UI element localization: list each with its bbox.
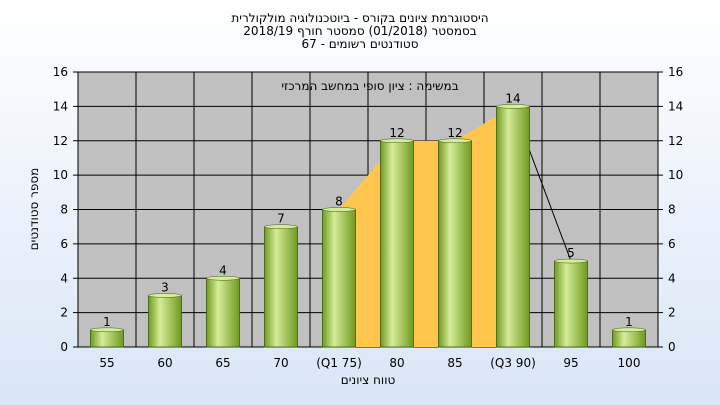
- y-tick-left: 10: [53, 168, 68, 182]
- y-axis-right: 0 2 4 6 8 10 12 14 16: [658, 65, 683, 354]
- chart-title: היסטוגרמת ציונים בקורס - ביוטכנולוגיה מו…: [231, 11, 488, 51]
- bar-top: [322, 207, 356, 212]
- data-label: 7: [277, 212, 285, 226]
- bar: [206, 277, 240, 348]
- x-tick-label: 100: [618, 356, 641, 370]
- data-label: 5: [567, 246, 575, 260]
- x-tick-label: 95: [563, 356, 578, 370]
- bar-top: [148, 293, 182, 298]
- bar-top: [206, 276, 240, 281]
- bar: [264, 226, 298, 348]
- bar: [554, 260, 588, 348]
- y-tick-right: 8: [668, 203, 676, 217]
- data-label: 12: [447, 126, 462, 140]
- y-tick-left: 6: [60, 237, 68, 251]
- data-label: 1: [103, 315, 111, 329]
- y-tick-left: 16: [53, 65, 68, 79]
- data-label: 8: [335, 195, 343, 209]
- chart-title-line: סטודנטים רשומים - 67: [301, 37, 418, 51]
- y-tick-right: 6: [668, 237, 676, 251]
- data-label: 12: [389, 126, 404, 140]
- bar: [496, 105, 530, 348]
- data-label: 1: [625, 315, 633, 329]
- bar-top: [496, 104, 530, 109]
- x-tick-label: 55: [99, 356, 114, 370]
- bars: 1 3 4 7 8 12 12 14 5 1: [90, 91, 646, 348]
- y-tick-right: 12: [668, 134, 683, 148]
- x-tick-label: (Q3 90): [490, 356, 536, 370]
- bar: [322, 209, 356, 348]
- x-tick-label: 70: [273, 356, 288, 370]
- y-tick-right: 4: [668, 271, 676, 285]
- y-tick-left: 12: [53, 134, 68, 148]
- x-tick-label: (Q1 75): [316, 356, 362, 370]
- chart-title-line: בסמסטר (01/2018) סמסטר חורף 2018/19: [243, 24, 476, 38]
- x-tick-label: 65: [215, 356, 230, 370]
- y-tick-right: 2: [668, 306, 676, 320]
- y-tick-right: 10: [668, 168, 683, 182]
- y-axis-label: מספר סטודנטים: [27, 168, 41, 251]
- data-label: 4: [219, 263, 227, 277]
- bar: [380, 140, 414, 348]
- data-label: 14: [505, 91, 520, 105]
- x-axis: 55 60 65 70 (Q1 75) 80 85 (Q3 90) 95 100: [99, 356, 640, 370]
- chart-title-line: היסטוגרמת ציונים בקורס - ביוטכנולוגיה מו…: [231, 11, 488, 25]
- data-label: 3: [161, 280, 169, 294]
- x-axis-label: טווח ציונים: [341, 373, 396, 387]
- x-tick-label: 80: [389, 356, 404, 370]
- chart-annotation: במשימה : ציון סופי במחשב המרכזי: [281, 79, 458, 93]
- y-tick-left: 14: [53, 99, 68, 113]
- y-tick-right: 16: [668, 65, 683, 79]
- bar: [438, 140, 472, 348]
- bar: [148, 295, 182, 348]
- bar-top: [612, 327, 646, 333]
- y-tick-left: 8: [60, 203, 68, 217]
- bar-top: [554, 258, 588, 264]
- y-tick-right: 14: [668, 99, 683, 113]
- y-tick-left: 2: [60, 306, 68, 320]
- bar: [90, 329, 124, 348]
- y-tick-right: 0: [668, 340, 676, 354]
- y-axis-left: 0 2 4 6 8 10 12 14 16: [53, 65, 78, 354]
- bar-top: [438, 138, 472, 143]
- y-tick-left: 0: [60, 340, 68, 354]
- y-tick-left: 4: [60, 271, 68, 285]
- x-tick-label: 85: [447, 356, 462, 370]
- bar-top: [380, 138, 414, 143]
- x-tick-label: 60: [157, 356, 172, 370]
- bar-top: [264, 224, 298, 229]
- bar: [612, 329, 646, 348]
- bar-top: [90, 327, 124, 333]
